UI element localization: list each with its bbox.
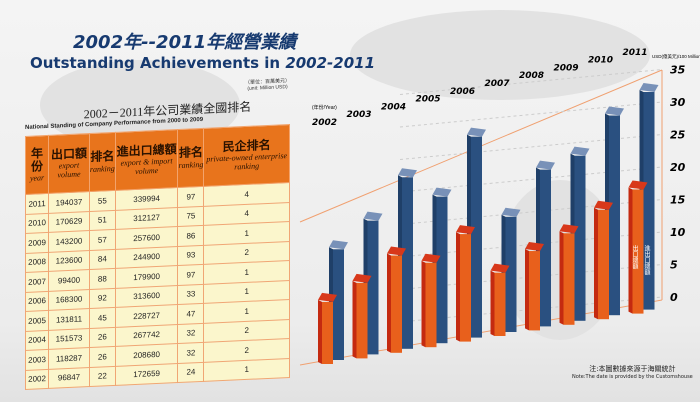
x-tick-label: 2011 [623,48,648,58]
x-tick-label: 2003 [347,110,372,120]
y-tick-label: 15 [670,194,686,207]
gridline [399,166,663,193]
x-tick-label: 2006 [450,87,475,97]
bar-export [594,200,613,320]
x-tick-label: 2005 [416,95,441,105]
series-label: 進出口總額 [643,244,650,276]
x-tick-label: 2004 [381,102,406,112]
y-tick-label: 30 [670,96,686,109]
y-tick-label: 35 [670,64,686,77]
title-en-years: 2002-2011 [285,54,376,72]
bar-export [387,246,406,353]
title-en-prefix: Outstanding Achievements in [30,54,286,72]
x-axis-label: (年份/Year) [312,104,337,111]
bar-export [559,224,579,325]
y-axis-label: USD(億美元)/100 Million [652,53,700,60]
bar-export [318,292,337,364]
note-en: Note:The date is provided by the Customs… [572,374,693,380]
x-tick-label: 2002 [312,118,337,128]
x-tick-label: 2008 [519,71,544,81]
x-tick-label: 2010 [588,56,613,66]
title-cn: 2002年--2011年經營業績 [73,32,297,53]
y-tick-label: 5 [670,259,678,272]
world-map-bg [350,10,650,100]
y-tick-label: 0 [670,291,678,304]
y-tick-label: 25 [670,129,686,142]
gridline [399,101,663,128]
bar-export [352,273,372,359]
gridline [399,134,663,160]
note-cn: 注:本圖數據來源于海關統計 [589,365,676,373]
y-tick-label: 20 [670,161,686,174]
bar-export [421,253,441,348]
gridline [399,69,663,95]
bar-export [525,242,544,331]
y-tick-label: 10 [670,226,686,239]
source-note: 注:本圖數據來源于海關統計 Note:The date is provided b… [572,365,693,381]
bar-export [628,180,648,314]
bar-export [490,263,510,336]
bar-export [456,225,475,342]
x-tick-label: 2009 [554,63,579,73]
x-tick-label: 2007 [485,79,511,89]
title-en: Outstanding Achievements in 2002-2011 [30,55,375,72]
series-label: 出口總額 [631,244,638,270]
